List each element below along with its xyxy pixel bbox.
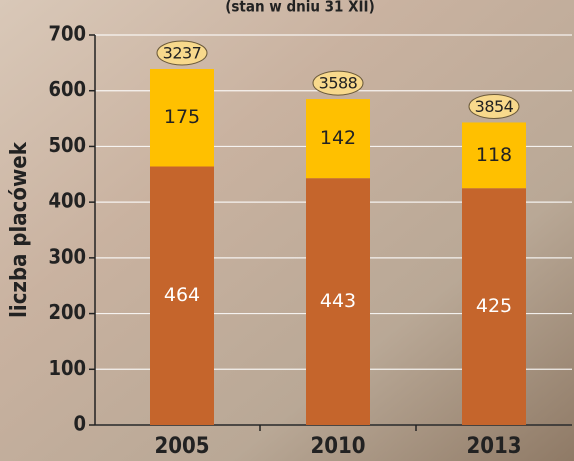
y-tick-label: 600 [48,77,86,101]
y-tick-label: 300 [48,244,86,268]
y-tick-label: 400 [48,189,86,213]
x-tick-label: 2010 [310,434,365,459]
chart-title: (stan w dniu 31 XII) [225,0,375,16]
y-tick-label: 700 [48,22,86,46]
y-tick-label: 0 [73,412,86,436]
y-tick-label: 200 [48,300,86,324]
chart: (stan w dniu 31 XII) liczba placówek 0 10… [0,0,574,461]
value-label: 425 [476,295,512,317]
value-label: 464 [164,284,200,306]
x-tick-label: 2013 [466,434,521,459]
y-tick-label: 500 [48,133,86,157]
value-label: 118 [476,144,512,166]
bubble-label: 3854 [475,97,514,116]
bubble-label: 3588 [319,74,358,93]
value-label: 443 [320,290,356,312]
x-tick-label: 2005 [154,434,209,459]
value-label: 142 [320,127,356,149]
bubble-label: 3237 [163,43,202,62]
value-label: 175 [164,106,200,128]
y-tick-label: 100 [48,356,86,380]
y-axis-label: liczba placówek [7,141,32,318]
